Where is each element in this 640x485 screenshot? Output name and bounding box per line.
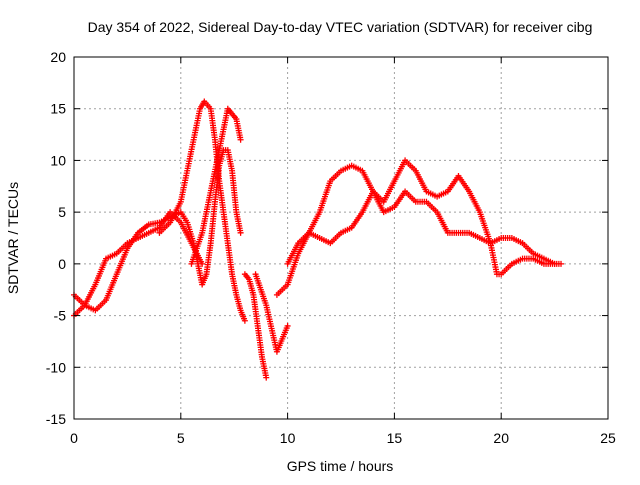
y-tick-label: -15 <box>46 411 66 427</box>
x-tick-label: 0 <box>70 430 78 446</box>
data-point <box>237 229 244 236</box>
y-axis-label: SDTVAR / TECUs <box>5 182 21 294</box>
series-track-4 <box>241 271 270 381</box>
x-tick-label: 10 <box>280 430 296 446</box>
series-track-8 <box>71 209 206 319</box>
data-point <box>237 136 244 143</box>
x-axis-label: GPS time / hours <box>287 458 394 474</box>
y-tick-label: 10 <box>50 152 66 168</box>
y-tick-label: -10 <box>46 359 66 375</box>
data-point <box>558 260 565 267</box>
x-tick-label: 25 <box>600 430 616 446</box>
plot-frame <box>73 56 609 420</box>
series-track-3 <box>188 105 244 267</box>
y-tick-label: 15 <box>50 101 66 117</box>
y-tick-label: 20 <box>50 49 66 65</box>
tick-labels: 0 5 10 15 20 25 -15 -10 -5 0 5 10 15 20 <box>46 49 616 446</box>
data-point <box>263 374 270 381</box>
data-point <box>199 260 206 267</box>
y-tick-label: -5 <box>54 308 67 324</box>
series-track-7 <box>284 188 558 267</box>
chart-title: Day 354 of 2022, Sidereal Day-to-day VTE… <box>88 19 593 35</box>
data-points <box>71 98 565 381</box>
y-tick-label: 0 <box>58 256 66 272</box>
series-track-5 <box>252 271 291 355</box>
series-track-2 <box>156 98 248 324</box>
x-tick-label: 5 <box>177 430 185 446</box>
data-point <box>284 322 291 329</box>
y-tick-label: 5 <box>58 204 66 220</box>
data-point <box>241 317 248 324</box>
grid <box>74 57 608 419</box>
data-point <box>551 260 558 267</box>
series-track-6 <box>273 157 565 298</box>
x-tick-label: 15 <box>387 430 403 446</box>
x-tick-label: 20 <box>493 430 509 446</box>
